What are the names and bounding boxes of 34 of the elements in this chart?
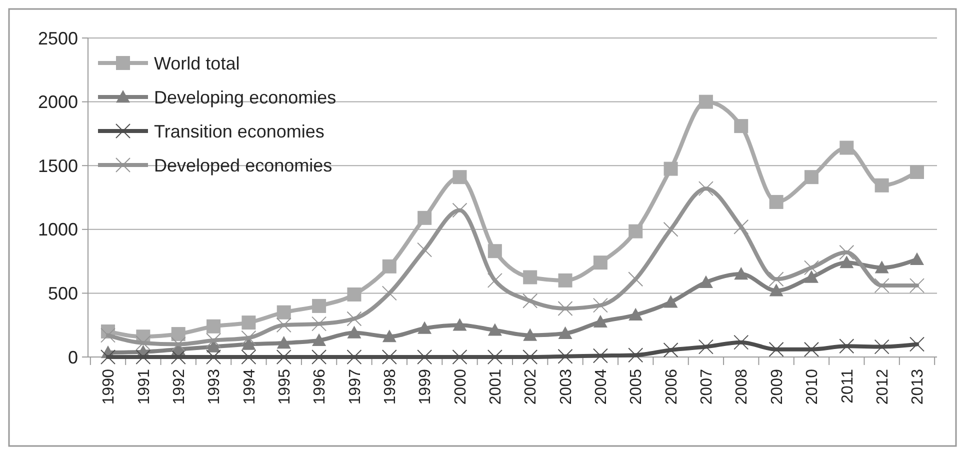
x-tick-label: 1996: [312, 368, 329, 405]
x-tick-label: 1992: [170, 368, 188, 405]
y-tick-label: 1000: [38, 220, 78, 240]
y-tick-label: 2000: [38, 92, 78, 112]
x-tick-label: 2001: [488, 368, 505, 405]
y-tick-label: 2500: [38, 28, 78, 48]
x-tick-label: 1991: [136, 368, 153, 405]
x-tick-label: 2006: [663, 368, 680, 405]
x-tick-label: 2012: [874, 368, 892, 405]
legend-label: World total: [154, 53, 240, 74]
x-tick-label: 2005: [628, 368, 646, 405]
legend-label: Developing economies: [154, 87, 336, 108]
x-tick-label: 1993: [206, 368, 224, 405]
y-tick-label: 500: [48, 284, 78, 304]
legend-label: Transition economies: [154, 121, 324, 142]
y-tick-label: 0: [68, 347, 78, 368]
x-tick-label: 2000: [452, 368, 470, 405]
x-tick-label: 2008: [734, 368, 751, 405]
x-tick-label: 2011: [839, 368, 856, 404]
x-tick-label: 2004: [593, 368, 610, 405]
x-tick-label: 1990: [100, 368, 118, 405]
x-tick-label: 2009: [768, 368, 786, 405]
x-tick-label: 1998: [382, 368, 399, 405]
x-tick-label: 1994: [241, 368, 258, 405]
x-tick-label: 2013: [910, 368, 927, 405]
y-tick-label: 1500: [38, 156, 78, 176]
x-tick-label: 1995: [276, 368, 294, 405]
x-tick-label: 2002: [522, 368, 540, 405]
x-tick-label: 2003: [558, 368, 575, 405]
x-tick-label: 2010: [804, 368, 822, 405]
legend-label: Developed economies: [154, 155, 332, 176]
x-tick-label: 1999: [417, 368, 434, 405]
x-tick-label: 1997: [346, 368, 364, 405]
x-tick-label: 2007: [698, 368, 716, 405]
